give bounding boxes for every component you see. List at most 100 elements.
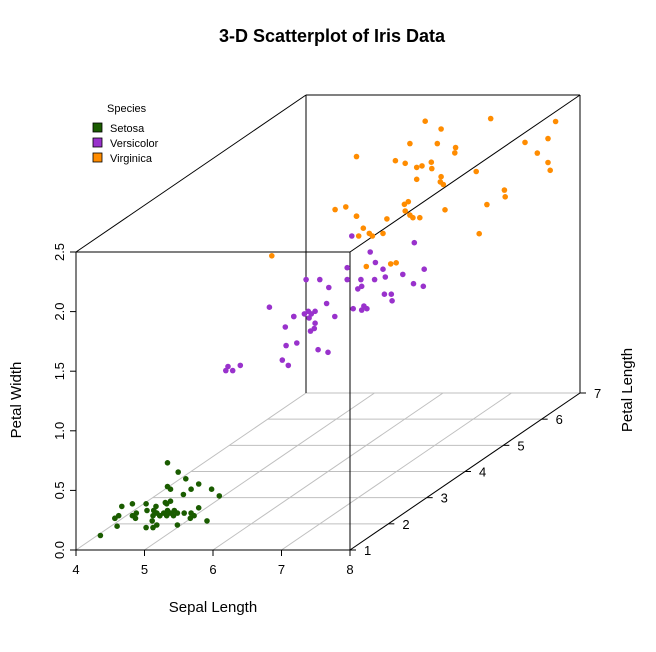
point-setosa-23 [175, 469, 181, 475]
point-versicolor-30 [283, 342, 289, 349]
point-versicolor-37 [361, 303, 367, 309]
point-setosa-40 [153, 503, 159, 510]
point-virginica-16 [417, 214, 423, 221]
legend-title: Species [107, 103, 147, 115]
point-virginica-34 [393, 260, 400, 266]
point-virginica-43 [452, 144, 459, 151]
z-tick-label-0: 0.0 [52, 541, 67, 559]
point-setosa-20 [195, 505, 202, 511]
legend: Species Setosa Versicolor Virginica [92, 103, 159, 165]
point-versicolor-21 [332, 313, 338, 320]
point-virginica-14 [353, 153, 360, 160]
y-tick-label-4: 5 [517, 438, 524, 453]
point-versicolor-20 [349, 233, 355, 239]
point-setosa-32 [174, 522, 181, 528]
point-virginica-38 [355, 233, 362, 239]
point-versicolor-9 [266, 304, 273, 311]
point-versicolor-18 [358, 276, 364, 283]
point-virginica-33 [387, 261, 394, 267]
z-tick-label-1: 0.5 [52, 481, 67, 499]
point-virginica-35 [522, 139, 528, 146]
point-virginica-46 [384, 216, 390, 222]
point-virginica-22 [545, 159, 551, 166]
point-virginica-36 [407, 140, 413, 147]
point-versicolor-31 [279, 357, 286, 363]
point-versicolor-49 [308, 311, 315, 317]
point-setosa-13 [97, 532, 104, 539]
point-setosa-24 [162, 499, 169, 506]
axis-ticks: 4 5 6 7 8 0.0 0.5 1.0 1.5 2.0 2.5 1 2 3 4 5 6 7 [52, 243, 601, 577]
z-tick-label-5: 2.5 [52, 243, 67, 261]
point-virginica-40 [434, 140, 441, 147]
point-versicolor-34 [303, 276, 309, 283]
point-setosa-22 [114, 523, 120, 529]
point-setosa-36 [187, 515, 194, 522]
point-setosa-45 [143, 501, 149, 507]
point-versicolor-12 [325, 349, 331, 356]
point-setosa-43 [164, 460, 171, 466]
point-virginica-20 [452, 150, 458, 156]
z-tick-label-2: 1.0 [52, 422, 67, 440]
point-virginica-9 [487, 115, 494, 122]
point-virginica-15 [402, 160, 409, 167]
point-virginica-2 [473, 168, 480, 175]
legend-label-virginica: Virginica [110, 153, 153, 165]
point-versicolor-11 [326, 284, 332, 291]
point-versicolor-29 [285, 362, 292, 369]
edge-top-right-depth [349, 94, 581, 253]
point-virginica-48 [392, 157, 399, 164]
point-setosa-42 [112, 515, 118, 522]
point-versicolor-40 [306, 315, 312, 321]
point-versicolor-15 [388, 291, 395, 298]
point-virginica-18 [552, 118, 559, 125]
point-setosa-14 [204, 518, 210, 524]
point-virginica-23 [380, 230, 386, 237]
point-setosa-16 [180, 491, 187, 498]
point-versicolor-43 [229, 367, 236, 374]
point-setosa-12 [143, 524, 149, 531]
point-virginica-17 [545, 135, 551, 142]
point-versicolor-42 [311, 325, 318, 332]
point-setosa-47 [129, 512, 136, 519]
point-versicolor-4 [382, 274, 389, 280]
point-virginica-13 [343, 204, 349, 210]
point-virginica-32 [413, 164, 420, 171]
x-axis-label: Sepal Length [169, 599, 257, 616]
point-versicolor-0 [420, 283, 427, 290]
y-tick-label-2: 3 [441, 491, 448, 506]
y-axis-label: Petal Length [619, 348, 636, 432]
point-versicolor-17 [315, 346, 321, 353]
point-virginica-11 [402, 208, 409, 214]
point-setosa-18 [216, 493, 223, 499]
point-versicolor-47 [350, 305, 357, 312]
y-tick-label-3: 4 [479, 465, 486, 480]
point-versicolor-7 [223, 367, 229, 374]
point-versicolor-8 [389, 298, 395, 304]
point-versicolor-39 [291, 313, 297, 320]
point-virginica-0 [422, 118, 429, 124]
point-virginica-28 [413, 176, 420, 183]
legend-swatch-setosa [92, 122, 103, 133]
z-tick-label-4: 2.0 [52, 303, 67, 321]
point-setosa-29 [144, 507, 150, 514]
point-versicolor-6 [372, 259, 379, 266]
point-virginica-39 [440, 181, 447, 188]
z-tick-label-3: 1.5 [52, 362, 67, 380]
point-versicolor-41 [355, 286, 361, 292]
point-versicolor-16 [317, 276, 323, 283]
point-virginica-4 [428, 159, 435, 165]
point-setosa-46 [171, 507, 178, 514]
point-virginica-42 [353, 213, 360, 219]
legend-swatch-virginica [92, 152, 103, 163]
legend-swatch-versicolor [92, 137, 103, 148]
point-virginica-19 [363, 263, 370, 270]
point-versicolor-48 [225, 363, 231, 370]
x-tick-label-3: 7 [278, 562, 285, 577]
point-setosa-31 [188, 486, 194, 493]
point-versicolor-35 [344, 264, 351, 271]
point-versicolor-25 [381, 291, 388, 298]
point-virginica-47 [405, 198, 412, 205]
point-versicolor-26 [410, 280, 417, 287]
point-versicolor-36 [400, 271, 406, 278]
